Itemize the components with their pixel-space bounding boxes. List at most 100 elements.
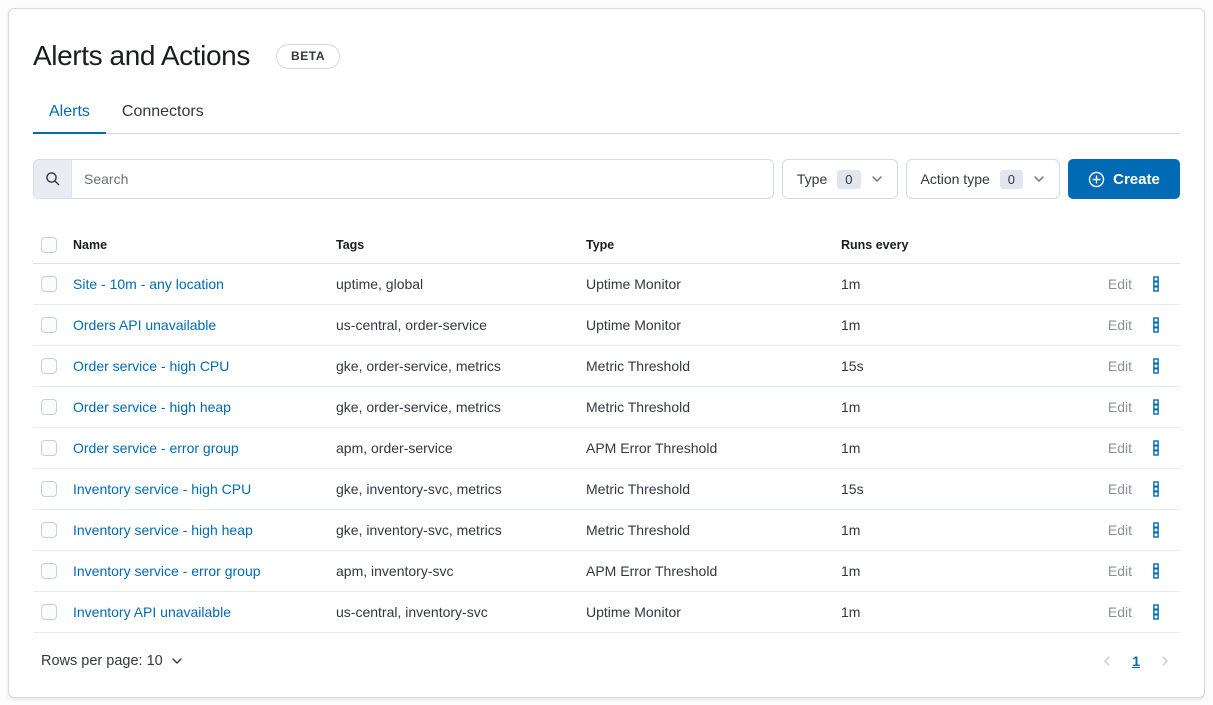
alerts-and-actions-panel: Alerts and Actions BETA Alerts Connector… [8, 8, 1205, 698]
alert-tags: gke, order-service, metrics [336, 358, 501, 374]
alert-runs-every: 15s [841, 358, 864, 374]
row-checkbox[interactable] [41, 604, 57, 620]
next-page-button[interactable] [1158, 654, 1172, 668]
page-number-button[interactable]: 1 [1132, 652, 1140, 669]
search-prepend [34, 160, 72, 198]
alerts-table: Name Tags Type Runs every Site - 10m - a… [33, 226, 1180, 688]
row-checkbox[interactable] [41, 358, 57, 374]
action-type-filter-label: Action type [920, 171, 990, 187]
row-actions-button[interactable] [1146, 397, 1166, 417]
boxes-vertical-icon [1148, 563, 1164, 579]
edit-link[interactable]: Edit [1107, 399, 1132, 415]
chevron-right-icon [1158, 654, 1172, 668]
tab-bar: Alerts Connectors [33, 93, 1180, 134]
alert-name-link[interactable]: Inventory service - high heap [73, 522, 253, 538]
edit-link[interactable]: Edit [1107, 481, 1132, 497]
edit-link[interactable]: Edit [1107, 563, 1132, 579]
table-row: Orders API unavailable us-central, order… [33, 305, 1180, 346]
row-actions-button[interactable] [1146, 315, 1166, 335]
search-input[interactable] [72, 160, 773, 198]
alert-type: APM Error Threshold [586, 440, 718, 456]
alert-name-link[interactable]: Inventory API unavailable [73, 604, 231, 620]
boxes-vertical-icon [1148, 604, 1164, 620]
row-checkbox[interactable] [41, 317, 57, 333]
alert-type: Metric Threshold [586, 522, 691, 538]
table-footer: Rows per page: 10 1 [33, 633, 1180, 688]
alert-name-link[interactable]: Order service - error group [73, 440, 239, 456]
edit-link[interactable]: Edit [1107, 358, 1132, 374]
alert-type: Uptime Monitor [586, 317, 681, 333]
alert-type: Uptime Monitor [586, 276, 681, 292]
row-checkbox[interactable] [41, 522, 57, 538]
tab-connectors[interactable]: Connectors [121, 103, 204, 120]
table-row: Order service - error group apm, order-s… [33, 428, 1180, 469]
row-checkbox[interactable] [41, 276, 57, 292]
boxes-vertical-icon [1148, 276, 1164, 292]
column-header-name: Name [73, 237, 108, 252]
alert-runs-every: 1m [841, 317, 861, 333]
column-header-type: Type [586, 237, 615, 252]
chevron-down-icon [171, 655, 183, 667]
alert-tags: apm, inventory-svc [336, 563, 454, 579]
table-row: Inventory service - high CPU gke, invent… [33, 469, 1180, 510]
alert-name-link[interactable]: Site - 10m - any location [73, 276, 224, 292]
alert-runs-every: 1m [841, 522, 861, 538]
boxes-vertical-icon [1148, 522, 1164, 538]
rows-per-page-label: Rows per page: 10 [41, 652, 163, 669]
alert-tags: gke, inventory-svc, metrics [336, 481, 502, 497]
edit-link[interactable]: Edit [1107, 317, 1132, 333]
column-header-tags: Tags [336, 237, 365, 252]
type-filter-label: Type [796, 171, 828, 187]
alert-name-link[interactable]: Orders API unavailable [73, 317, 217, 333]
edit-link[interactable]: Edit [1107, 276, 1132, 292]
table-header-row: Name Tags Type Runs every [33, 226, 1180, 264]
edit-link[interactable]: Edit [1107, 604, 1132, 620]
previous-page-button[interactable] [1100, 654, 1114, 668]
boxes-vertical-icon [1148, 358, 1164, 374]
edit-link[interactable]: Edit [1107, 440, 1132, 456]
row-checkbox[interactable] [41, 399, 57, 415]
alert-tags: gke, order-service, metrics [336, 399, 501, 415]
alert-type: Metric Threshold [586, 399, 691, 415]
page-header: Alerts and Actions BETA [33, 39, 1180, 73]
select-all-checkbox[interactable] [41, 236, 57, 253]
alert-runs-every: 1m [841, 440, 861, 456]
row-actions-button[interactable] [1146, 561, 1166, 581]
boxes-vertical-icon [1148, 481, 1164, 497]
rows-per-page-button[interactable]: Rows per page: 10 [41, 653, 183, 669]
alert-type: Metric Threshold [586, 358, 691, 374]
row-actions-button[interactable] [1146, 274, 1166, 294]
action-type-filter-button[interactable]: Action type 0 [905, 159, 1060, 199]
chevron-down-icon [1033, 173, 1045, 185]
type-filter-button[interactable]: Type 0 [781, 159, 898, 199]
row-actions-button[interactable] [1146, 602, 1166, 622]
beta-badge: BETA [275, 43, 341, 69]
row-checkbox[interactable] [41, 481, 57, 497]
create-button[interactable]: Create [1068, 159, 1180, 199]
row-checkbox[interactable] [41, 563, 57, 579]
alert-tags: us-central, inventory-svc [336, 604, 488, 620]
tab-alerts[interactable]: Alerts [33, 93, 106, 134]
boxes-vertical-icon [1148, 317, 1164, 333]
alert-name-link[interactable]: Inventory service - high CPU [73, 481, 252, 497]
type-filter-count-badge: 0 [837, 169, 861, 189]
boxes-vertical-icon [1148, 440, 1164, 456]
edit-link[interactable]: Edit [1107, 522, 1132, 538]
alert-name-link[interactable]: Order service - high CPU [73, 358, 230, 374]
alert-type: Uptime Monitor [586, 604, 681, 620]
alert-name-link[interactable]: Order service - high heap [73, 399, 231, 415]
alert-runs-every: 1m [841, 276, 861, 292]
alert-name-link[interactable]: Inventory service - error group [73, 563, 261, 579]
plus-in-circle-icon [1088, 171, 1105, 188]
table-row: Inventory service - error group apm, inv… [33, 551, 1180, 592]
pagination: 1 [1100, 653, 1172, 669]
row-actions-button[interactable] [1146, 520, 1166, 540]
table-row: Inventory API unavailable us-central, in… [33, 592, 1180, 633]
alert-tags: us-central, order-service [336, 317, 487, 333]
chevron-down-icon [871, 173, 883, 185]
row-actions-button[interactable] [1146, 438, 1166, 458]
row-actions-button[interactable] [1146, 356, 1166, 376]
row-checkbox[interactable] [41, 440, 57, 456]
alert-type: Metric Threshold [586, 481, 691, 497]
row-actions-button[interactable] [1146, 479, 1166, 499]
